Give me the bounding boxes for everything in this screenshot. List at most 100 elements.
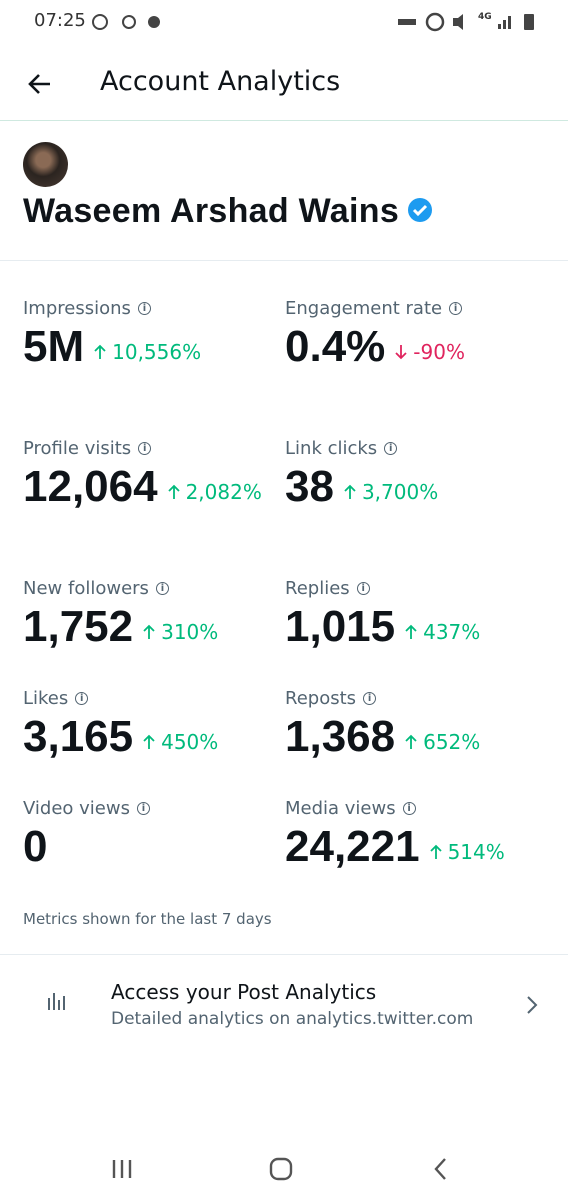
metric-label-text: Likes	[23, 688, 69, 709]
metric-change-text: 514%	[447, 840, 505, 864]
divider	[0, 954, 568, 955]
metric-value: 38	[285, 462, 334, 511]
metric-row: 3,165 450%	[23, 711, 285, 763]
info-icon: i	[449, 302, 463, 315]
metric-label-text: New followers	[23, 578, 149, 599]
metric-label-text: Impressions	[23, 298, 131, 319]
metric-value: 0.4%	[285, 322, 386, 371]
metric-change: 450%	[143, 720, 218, 754]
metric: Media views i 24,221 514%	[285, 798, 547, 873]
arrow-up	[94, 344, 106, 359]
metric-value: 1,752	[23, 602, 134, 651]
page-title: Account Analytics	[100, 66, 341, 97]
metric-value: 3,165	[23, 712, 134, 761]
metric: Link clicks i 38 3,700%	[285, 438, 547, 513]
info-icon: i	[384, 442, 398, 455]
metric-change: 514%	[429, 830, 505, 864]
avatar[interactable]	[23, 142, 68, 187]
arrow-up	[405, 624, 417, 639]
metric-change: 652%	[405, 720, 480, 754]
metric-row: 38 3,700%	[285, 461, 547, 513]
metric-label: Link clicks i	[285, 438, 547, 459]
metric-change: -90%	[395, 330, 465, 364]
metric: Replies i 1,015 437%	[285, 578, 547, 653]
arrow-up	[405, 734, 417, 749]
metric-change-text: 652%	[423, 730, 481, 754]
link-title[interactable]: Access your Post Analytics	[111, 980, 377, 1004]
metric-change-text: 437%	[423, 620, 481, 644]
nav-bar	[112, 1157, 446, 1181]
metric-row: 12,064 2,082%	[23, 461, 285, 513]
back-button[interactable]	[26, 70, 54, 98]
metric: Likes i 3,165 450%	[23, 688, 285, 763]
metric-label: Engagement rate i	[285, 298, 547, 319]
divider	[0, 260, 568, 261]
metric-value: 5M	[23, 322, 85, 371]
info-icon: i	[402, 802, 416, 815]
metric-label: Likes i	[23, 688, 285, 709]
metric: Impressions i 5M 10,556%	[23, 298, 285, 373]
status-time: 07:25	[34, 10, 86, 31]
info-icon: i	[356, 582, 370, 595]
metric-value: 1,368	[285, 712, 396, 761]
metric-label-text: Engagement rate	[285, 298, 443, 319]
network-type: 4G	[478, 12, 492, 22]
metric-change-text: 310%	[161, 620, 219, 644]
info-icon: i	[137, 302, 151, 315]
metric-label: Profile visits i	[23, 438, 285, 459]
profile-name: Waseem Arshad Wains	[23, 192, 435, 231]
metric-change: 3,700%	[344, 470, 438, 504]
name-text: Waseem Arshad Wains	[23, 192, 400, 230]
arrow-up	[143, 734, 155, 749]
info-icon: i	[138, 442, 152, 455]
status-icons-right	[398, 12, 463, 32]
metric-label-text: Media views	[285, 798, 396, 819]
footnote: Metrics shown for the last 7 days	[23, 910, 272, 928]
metric-change-text: 2,082%	[185, 480, 262, 504]
metric-row: 1,015 437%	[285, 601, 547, 653]
metric-label: Replies i	[285, 578, 547, 599]
metric-change-text: 3,700%	[361, 480, 439, 504]
metric-label: Media views i	[285, 798, 547, 819]
metric-label: Impressions i	[23, 298, 285, 319]
arrow-up	[344, 484, 356, 499]
arrow-up	[143, 624, 155, 639]
metric-change: 10,556%	[94, 330, 201, 364]
metric-label: Reposts i	[285, 688, 547, 709]
metric-value: 12,064	[23, 462, 158, 511]
metric-label-text: Profile visits	[23, 438, 132, 459]
metric-row: 24,221 514%	[285, 821, 547, 873]
chevron[interactable]	[524, 994, 540, 1016]
metric-label-text: Reposts	[285, 688, 357, 709]
metric-value: 0	[23, 822, 48, 871]
verified-badge	[408, 198, 433, 222]
metric-change: 2,082%	[167, 470, 262, 504]
info-icon: i	[155, 582, 169, 595]
arrow-up	[167, 484, 180, 499]
metric-label-text: Link clicks	[285, 438, 378, 459]
metric: Reposts i 1,368 652%	[285, 688, 547, 763]
metric: Profile visits i 12,064 2,082%	[23, 438, 285, 513]
nav-back[interactable]	[434, 1158, 446, 1180]
metric-value: 1,015	[285, 602, 396, 651]
analytics-icon	[48, 993, 65, 1010]
metric-label-text: Replies	[285, 578, 350, 599]
nav-recent[interactable]	[112, 1160, 132, 1178]
divider	[0, 120, 568, 121]
metric-row: 5M 10,556%	[23, 321, 285, 373]
metric: Video views i 0	[23, 798, 285, 873]
metric: Engagement rate i 0.4% -90%	[285, 298, 547, 373]
metric-label-text: Video views	[23, 798, 130, 819]
metric-row: 0.4% -90%	[285, 321, 547, 373]
signal-battery	[498, 14, 534, 30]
metric-row: 1,368 652%	[285, 711, 547, 763]
metric-change-text: 450%	[161, 730, 219, 754]
info-icon: i	[75, 692, 89, 705]
metric-row: 1,752 310%	[23, 601, 285, 653]
metric-value: 24,221	[285, 822, 420, 871]
status-icons	[92, 14, 160, 30]
metric: New followers i 1,752 310%	[23, 578, 285, 653]
metric-row: 0	[23, 821, 285, 873]
nav-home[interactable]	[269, 1157, 293, 1181]
